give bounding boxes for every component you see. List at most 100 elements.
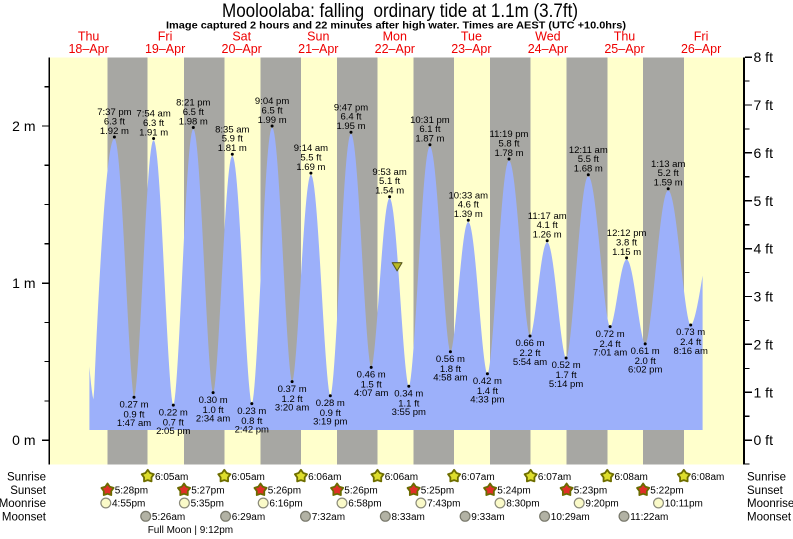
svg-text:1.7 ft: 1.7 ft bbox=[556, 370, 577, 381]
svg-text:6.3 ft: 6.3 ft bbox=[104, 116, 125, 127]
svg-text:0.8 ft: 0.8 ft bbox=[241, 416, 262, 427]
svg-text:Thu: Thu bbox=[78, 29, 100, 43]
svg-text:21–Apr: 21–Apr bbox=[298, 42, 338, 56]
svg-text:5.5 ft: 5.5 ft bbox=[300, 153, 321, 164]
svg-text:5.5 ft: 5.5 ft bbox=[578, 154, 599, 165]
svg-text:10:11pm: 10:11pm bbox=[665, 499, 703, 510]
svg-text:1.87 m: 1.87 m bbox=[415, 134, 444, 145]
svg-text:7 ft: 7 ft bbox=[754, 97, 774, 113]
svg-text:Sunset: Sunset bbox=[10, 485, 47, 497]
svg-text:Sunrise: Sunrise bbox=[747, 471, 786, 483]
svg-text:1.5 ft: 1.5 ft bbox=[361, 380, 382, 391]
svg-text:1.68 m: 1.68 m bbox=[574, 164, 603, 175]
svg-text:0.56 m: 0.56 m bbox=[436, 354, 465, 365]
svg-text:7:32am: 7:32am bbox=[312, 512, 345, 523]
svg-text:0.22 m: 0.22 m bbox=[159, 407, 188, 418]
svg-text:9:04 pm: 9:04 pm bbox=[255, 96, 289, 107]
svg-text:5:14 pm: 5:14 pm bbox=[549, 379, 583, 390]
svg-text:5:26pm: 5:26pm bbox=[268, 486, 301, 497]
svg-text:0.28 m: 0.28 m bbox=[316, 398, 345, 409]
svg-text:6:02 pm: 6:02 pm bbox=[628, 365, 662, 376]
svg-text:12:11 am: 12:11 am bbox=[569, 145, 608, 156]
svg-text:2.4 ft: 2.4 ft bbox=[600, 339, 621, 350]
svg-text:Moonset: Moonset bbox=[2, 511, 47, 523]
svg-text:0.72 m: 0.72 m bbox=[596, 329, 625, 340]
svg-text:1:47 am: 1:47 am bbox=[117, 418, 151, 429]
svg-text:1.8 ft: 1.8 ft bbox=[440, 364, 461, 375]
svg-text:6:08am: 6:08am bbox=[615, 472, 648, 483]
svg-text:1.81 m: 1.81 m bbox=[218, 143, 247, 154]
svg-text:7:01 am: 7:01 am bbox=[593, 347, 627, 358]
svg-text:Moonset: Moonset bbox=[747, 511, 792, 523]
svg-text:25–Apr: 25–Apr bbox=[604, 42, 644, 56]
svg-text:0.27 m: 0.27 m bbox=[119, 400, 148, 411]
svg-text:2:05 pm: 2:05 pm bbox=[156, 426, 190, 437]
svg-text:5.1 ft: 5.1 ft bbox=[379, 176, 400, 187]
svg-text:3:20 am: 3:20 am bbox=[275, 402, 309, 413]
svg-text:1.78 m: 1.78 m bbox=[494, 148, 523, 159]
svg-text:8:30pm: 8:30pm bbox=[506, 499, 539, 510]
svg-text:2.0 ft: 2.0 ft bbox=[635, 356, 656, 367]
svg-text:7:54 am: 7:54 am bbox=[136, 109, 170, 120]
svg-text:6:05am: 6:05am bbox=[155, 472, 188, 483]
svg-text:2:42 pm: 2:42 pm bbox=[235, 424, 269, 435]
svg-text:6.3 ft: 6.3 ft bbox=[143, 118, 164, 129]
svg-text:11:22am: 11:22am bbox=[630, 512, 668, 523]
svg-text:6.4 ft: 6.4 ft bbox=[340, 112, 361, 123]
svg-text:2 ft: 2 ft bbox=[754, 336, 774, 352]
svg-text:0.37 m: 0.37 m bbox=[278, 384, 307, 395]
svg-text:0.23 m: 0.23 m bbox=[237, 406, 266, 417]
svg-text:1.95 m: 1.95 m bbox=[336, 121, 365, 132]
svg-text:1.39 m: 1.39 m bbox=[454, 209, 483, 220]
svg-text:12:12 pm: 12:12 pm bbox=[607, 228, 647, 239]
svg-text:6:08am: 6:08am bbox=[691, 472, 724, 483]
svg-text:4:58 am: 4:58 am bbox=[433, 373, 467, 384]
svg-text:1.54 m: 1.54 m bbox=[375, 186, 404, 197]
svg-text:1.91 m: 1.91 m bbox=[139, 127, 168, 138]
svg-text:9:53 am: 9:53 am bbox=[372, 167, 406, 178]
svg-text:0.30 m: 0.30 m bbox=[199, 395, 228, 406]
svg-text:5 ft: 5 ft bbox=[754, 193, 774, 209]
svg-text:0.34 m: 0.34 m bbox=[394, 389, 423, 400]
svg-text:7:37 pm: 7:37 pm bbox=[97, 107, 131, 118]
svg-text:1.26 m: 1.26 m bbox=[533, 230, 562, 241]
svg-text:3:55 pm: 3:55 pm bbox=[392, 407, 426, 418]
svg-text:0.42 m: 0.42 m bbox=[473, 376, 502, 387]
svg-text:1.98 m: 1.98 m bbox=[179, 116, 208, 127]
svg-text:5.8 ft: 5.8 ft bbox=[498, 138, 519, 149]
svg-text:1.1 ft: 1.1 ft bbox=[398, 399, 419, 410]
svg-text:5:26pm: 5:26pm bbox=[344, 486, 377, 497]
svg-text:1.92 m: 1.92 m bbox=[100, 126, 129, 137]
svg-text:Sunrise: Sunrise bbox=[7, 471, 46, 483]
svg-text:11:19 pm: 11:19 pm bbox=[490, 129, 529, 140]
svg-text:Thu: Thu bbox=[614, 29, 636, 43]
svg-text:5:23pm: 5:23pm bbox=[574, 486, 607, 497]
svg-text:8:33am: 8:33am bbox=[392, 512, 425, 523]
svg-text:0.73 m: 0.73 m bbox=[676, 327, 705, 338]
svg-text:5:28pm: 5:28pm bbox=[115, 486, 148, 497]
svg-text:0.9 ft: 0.9 ft bbox=[123, 410, 144, 421]
svg-text:4:33 pm: 4:33 pm bbox=[470, 395, 504, 406]
svg-text:6.1 ft: 6.1 ft bbox=[419, 124, 440, 135]
svg-text:6:29am: 6:29am bbox=[232, 512, 265, 523]
svg-text:11:17 am: 11:17 am bbox=[528, 211, 567, 222]
svg-text:5:24pm: 5:24pm bbox=[497, 486, 530, 497]
svg-text:0.9 ft: 0.9 ft bbox=[320, 408, 341, 419]
svg-text:19–Apr: 19–Apr bbox=[145, 42, 185, 56]
svg-text:9:14 am: 9:14 am bbox=[294, 143, 328, 154]
svg-text:10:33 am: 10:33 am bbox=[448, 190, 488, 201]
svg-text:18–Apr: 18–Apr bbox=[68, 42, 108, 56]
svg-text:0.7 ft: 0.7 ft bbox=[163, 417, 184, 428]
svg-text:1 m: 1 m bbox=[12, 275, 35, 291]
svg-text:6 ft: 6 ft bbox=[754, 145, 774, 161]
svg-text:1.0 ft: 1.0 ft bbox=[203, 405, 224, 416]
svg-text:8 ft: 8 ft bbox=[754, 49, 774, 65]
svg-text:1.69 m: 1.69 m bbox=[296, 162, 325, 173]
svg-text:Mooloolaba: falling ordinary: Mooloolaba: falling ordinary tide at 1.1… bbox=[222, 1, 578, 22]
svg-text:2.2 ft: 2.2 ft bbox=[519, 348, 540, 359]
svg-text:5:35pm: 5:35pm bbox=[191, 499, 224, 510]
svg-text:5:26am: 5:26am bbox=[152, 512, 185, 523]
svg-text:10:31 pm: 10:31 pm bbox=[410, 115, 450, 126]
svg-text:0 m: 0 m bbox=[12, 432, 35, 448]
svg-text:4:55pm: 4:55pm bbox=[112, 499, 145, 510]
